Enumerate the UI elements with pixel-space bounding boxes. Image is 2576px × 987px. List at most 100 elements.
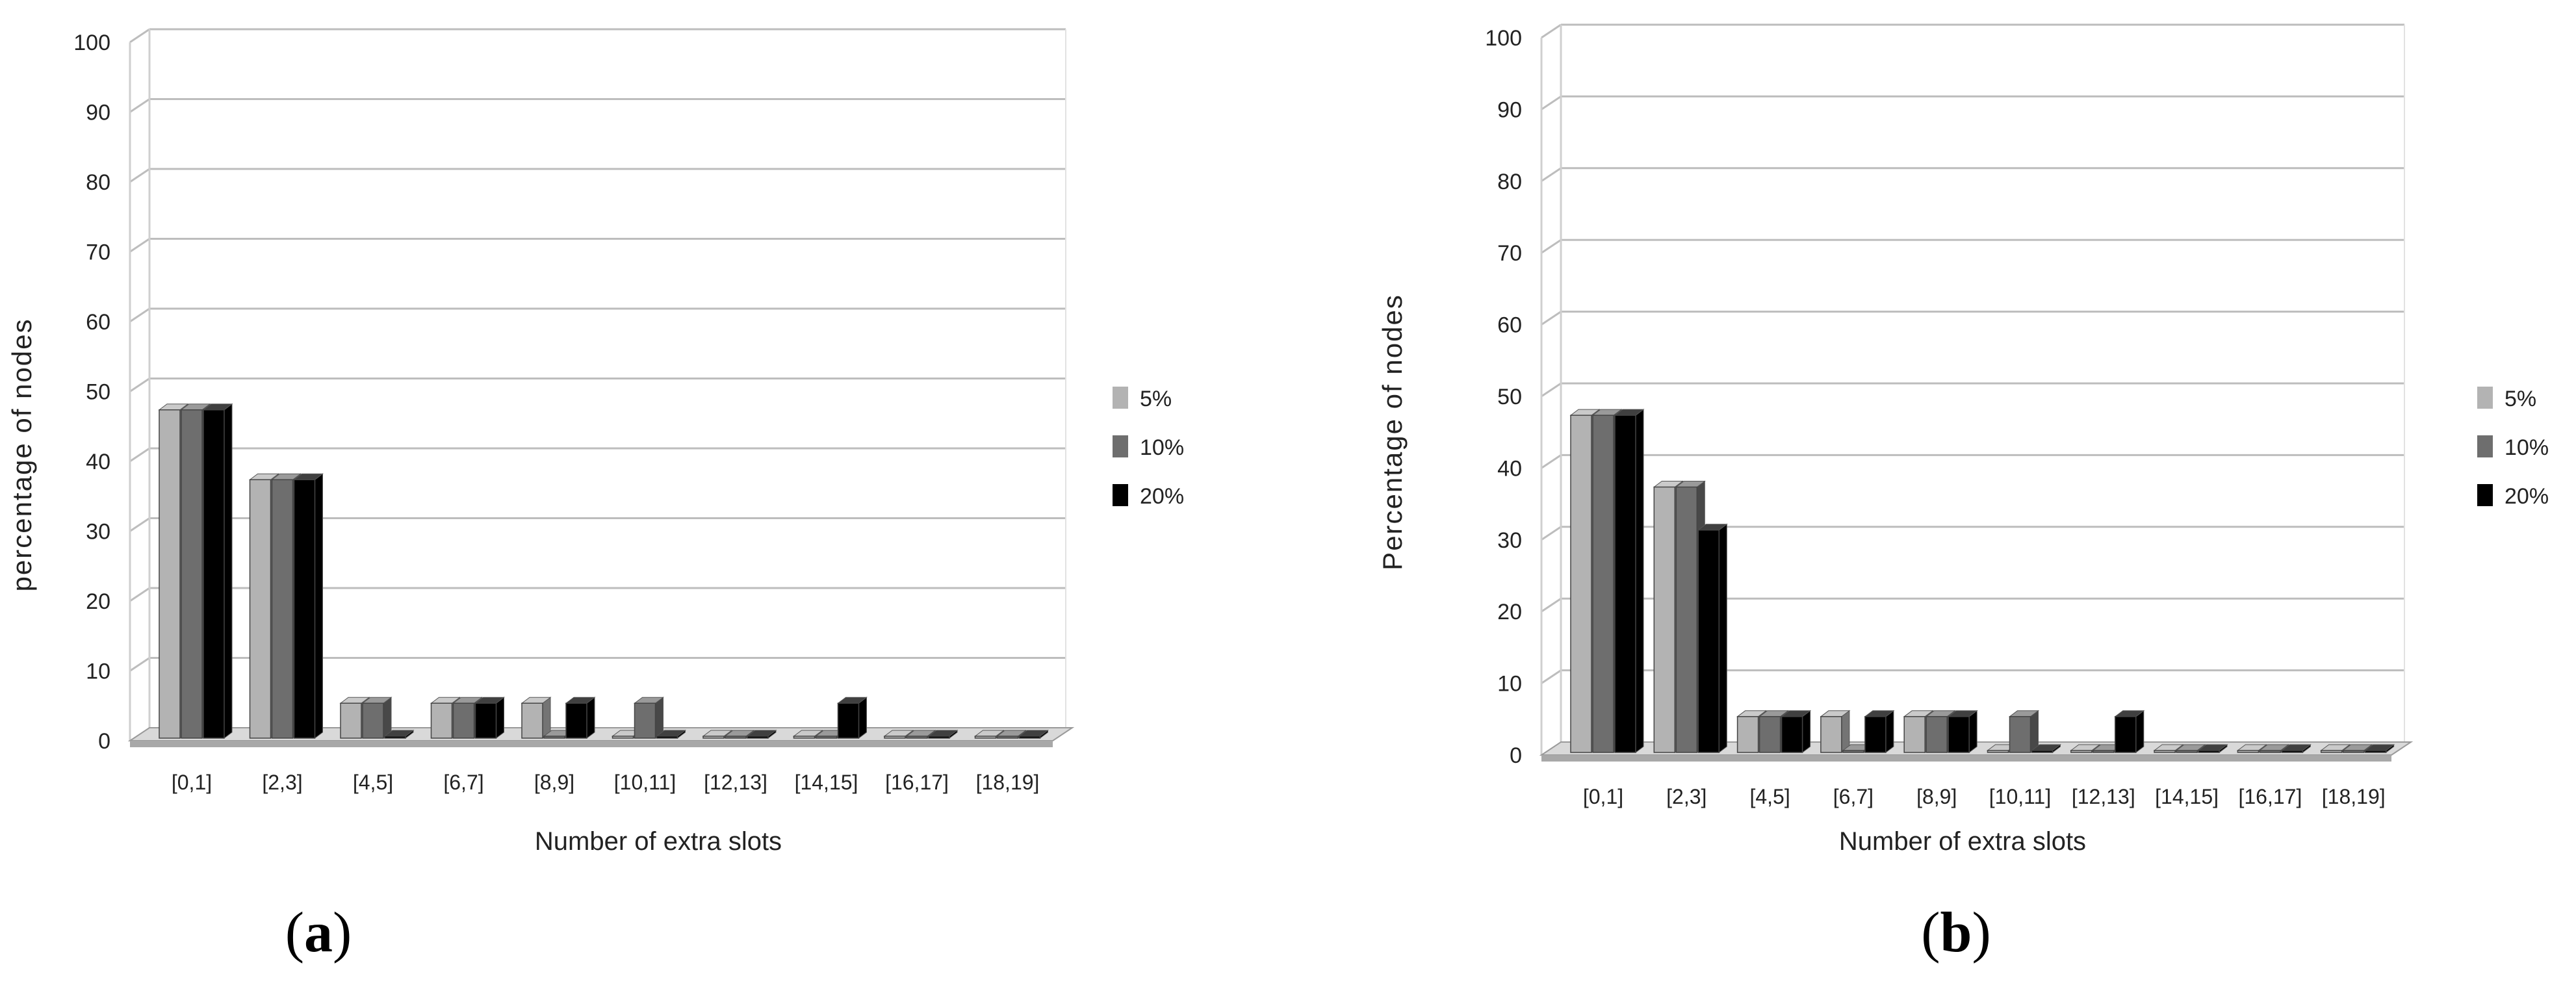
gridline-depth	[1541, 96, 1562, 110]
x-tick-label: [12,13]	[2072, 785, 2135, 808]
x-tick-label: [10,11]	[614, 771, 676, 794]
bar	[634, 697, 664, 739]
y-tick-label: 40	[1497, 456, 1522, 481]
y-tick-label: 80	[86, 170, 110, 195]
x-tick-label: [18,19]	[976, 771, 1040, 794]
bar	[1697, 523, 1728, 753]
x-tick-label: [0,1]	[172, 771, 212, 794]
y-tick-label: 30	[1497, 528, 1522, 553]
y-tick-label: 50	[1497, 385, 1522, 409]
legend: 5% 10% 20%	[1113, 387, 1184, 509]
legend-label: 5%	[1140, 387, 1172, 411]
chart-floor-front	[1541, 755, 2391, 762]
legend-swatch	[1113, 435, 1128, 457]
legend-swatch	[2477, 484, 2493, 506]
y-tick-label: 70	[86, 240, 110, 265]
legend-swatch	[2477, 435, 2493, 457]
panel-label-b: (b)	[1921, 901, 1991, 964]
gridline-depth	[1541, 382, 1562, 398]
gridlines: 0 10 20 30 40 50 60 70 80 90 100	[1485, 23, 2404, 768]
x-tick-label: [12,13]	[704, 771, 767, 794]
y-tick-label: 10	[86, 660, 110, 684]
gridline-depth	[1541, 669, 1562, 684]
x-tick-label: [6,7]	[443, 771, 483, 794]
bar	[746, 730, 777, 739]
gridline-depth	[1541, 167, 1562, 183]
gridline-depth	[129, 447, 150, 463]
bar	[2009, 710, 2039, 753]
bar	[656, 730, 686, 739]
gridline-depth	[1541, 597, 1562, 613]
y-tick-label: 100	[1485, 26, 1522, 51]
panel-a: 0 10 20 30 40 50 60 70 80 90 100 [0,1] [2,3] [4,5] [6,…	[6, 28, 1184, 964]
y-tick-label: 90	[86, 101, 110, 125]
bar	[2114, 710, 2145, 753]
gridline-depth	[1541, 454, 1562, 469]
bar	[565, 697, 596, 739]
gridline-depth	[1541, 238, 1562, 254]
y-tick-label: 50	[86, 380, 110, 405]
bar	[2280, 744, 2312, 753]
bar-chart-a: 0 10 20 30 40 50 60 70 80 90 100 [0,1] [2,3] [4,5] [6,…	[6, 28, 1184, 856]
bar	[383, 730, 415, 739]
bar	[2258, 744, 2289, 753]
x-tick-label: [16,17]	[885, 771, 949, 794]
gridline-depth	[129, 168, 150, 183]
gridline-depth	[129, 98, 150, 113]
gridline-depth	[129, 28, 150, 44]
y-axis-label: Percentage of nodes	[1377, 294, 1408, 570]
bar	[2364, 744, 2395, 753]
x-tick-label: [14,15]	[2155, 785, 2219, 808]
y-tick-label: 20	[86, 589, 110, 614]
bar	[2092, 744, 2123, 753]
y-tick-label: 40	[86, 450, 110, 474]
bar	[974, 730, 1005, 739]
bar	[1781, 710, 1812, 753]
legend-swatch	[1113, 484, 1128, 506]
bar	[202, 403, 233, 739]
x-tick-label: [4,5]	[1749, 785, 1790, 808]
bar	[1947, 710, 1978, 753]
y-tick-label: 60	[86, 310, 110, 335]
legend-label: 20%	[1140, 484, 1184, 509]
legend-label: 5%	[2505, 387, 2536, 411]
gridline-depth	[129, 238, 150, 253]
bar-chart-b: 0 10 20 30 40 50 60 70 80 90 100 [0,1] [2,3] [4,5] [6,…	[1377, 23, 2549, 856]
x-tick-label: [14,15]	[795, 771, 858, 794]
bar	[1614, 409, 1645, 753]
x-tick-label: [10,11]	[1989, 785, 2051, 808]
bars	[1569, 409, 2395, 754]
bar	[293, 473, 324, 739]
bar	[2197, 744, 2228, 753]
y-tick-label: 0	[98, 729, 110, 754]
panel-label-a: (a)	[285, 901, 352, 964]
y-tick-label: 100	[73, 31, 110, 55]
bar	[837, 697, 868, 739]
x-tick-label: [16,17]	[2238, 785, 2302, 808]
bar	[1018, 730, 1049, 739]
gridline-depth	[129, 657, 150, 672]
legend-label: 10%	[2505, 435, 2549, 460]
y-tick-label: 10	[1497, 672, 1522, 697]
x-tick-label: [6,7]	[1833, 785, 1874, 808]
chart-floor-front	[130, 741, 1053, 747]
legend: 5% 10% 20%	[2477, 387, 2549, 509]
x-tick-label: [4,5]	[353, 771, 393, 794]
bar	[1820, 710, 1851, 753]
y-tick-label: 30	[86, 520, 110, 545]
y-tick-label: 80	[1497, 170, 1522, 194]
bar	[474, 697, 505, 739]
gridline-depth	[129, 378, 150, 392]
legend-swatch	[2477, 387, 2493, 409]
legend-swatch	[1113, 387, 1128, 409]
bar	[1864, 710, 1895, 753]
bar	[2031, 744, 2061, 753]
bar	[927, 730, 959, 739]
x-tick-label: [0,1]	[1583, 785, 1623, 808]
x-tick-label: [8,9]	[1916, 785, 1957, 808]
y-tick-label: 60	[1497, 313, 1522, 338]
x-tick-label: [18,19]	[2322, 785, 2386, 808]
y-tick-label: 90	[1497, 97, 1522, 122]
gridline-depth	[1541, 23, 1562, 39]
bar	[361, 697, 393, 739]
